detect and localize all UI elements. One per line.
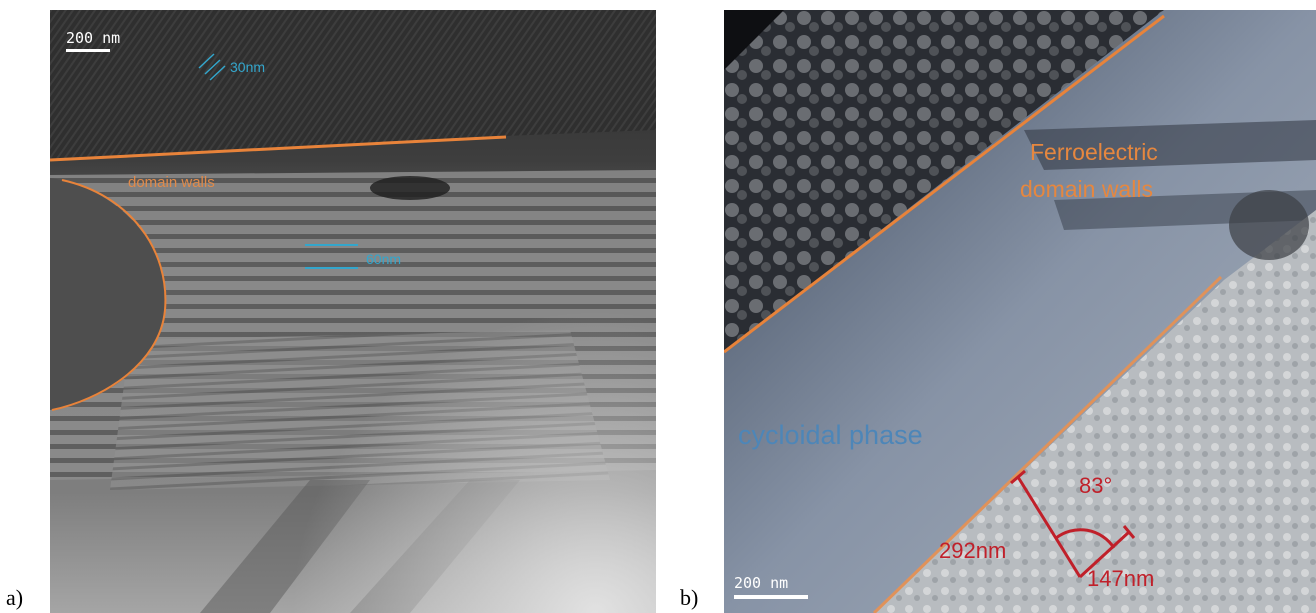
label-cycloidal-phase: cycloidal phase (738, 420, 923, 450)
label-ferroelectric: Ferroelectric (1030, 139, 1158, 165)
panel-a-label: a) (6, 585, 24, 610)
scale-bar-b-label: 200 nm (734, 574, 788, 592)
period-marker-60nm (305, 244, 358, 269)
scale-bar-a (66, 49, 110, 52)
panel-b-label: b) (680, 585, 699, 610)
label-domain-walls-b: domain walls (1020, 176, 1153, 202)
label-angle-83: 83° (1079, 473, 1112, 498)
domain-boundary-curve (51, 179, 167, 411)
micrograph-a-svg: 200 nm 30nm domain walls 60nm (50, 10, 656, 613)
scale-bar-a-label: 200 nm (66, 29, 120, 47)
label-domain-walls-a: domain walls (128, 174, 215, 191)
domain-wall-line-a (50, 135, 507, 162)
label-30nm: 30nm (230, 59, 265, 75)
period-marker-30nm (198, 53, 226, 81)
angle-measure-marker (1010, 469, 1136, 579)
label-60nm: 60nm (366, 251, 401, 267)
scale-bar-b (734, 595, 808, 599)
micrograph-panel-b: Ferroelectric domain walls cycloidal pha… (724, 10, 1316, 613)
micrograph-panel-a: 200 nm 30nm domain walls 60nm (50, 10, 656, 613)
domain-wall-line-b-lower (872, 275, 1223, 613)
label-length-147nm: 147nm (1087, 566, 1154, 591)
label-length-292nm: 292nm (939, 538, 1006, 563)
micrograph-b-svg: Ferroelectric domain walls cycloidal pha… (724, 10, 1316, 613)
domain-wall-line-b-upper (724, 14, 1165, 354)
